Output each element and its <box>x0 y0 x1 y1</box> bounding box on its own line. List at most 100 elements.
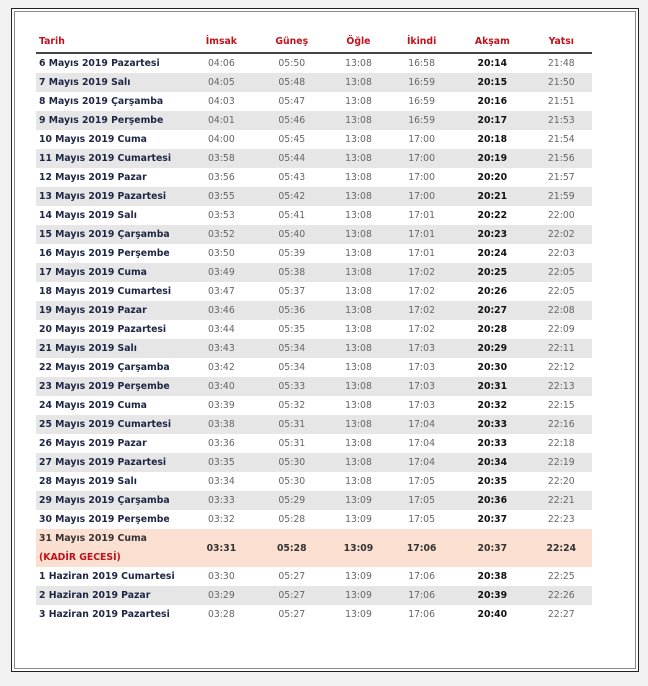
yatsi-cell: 22:18 <box>547 438 575 449</box>
ogle-cell: 13:08 <box>327 263 390 282</box>
aksam-cell: 20:19 <box>454 149 531 168</box>
ikindi-cell: 17:02 <box>389 301 455 320</box>
gunes-cell: 05:45 <box>278 134 306 145</box>
imsak-cell: 03:31 <box>187 529 256 567</box>
gunes-cell: 05:42 <box>255 187 328 206</box>
date-cell: 23 Mayıs 2019 Perşembe <box>36 377 187 396</box>
aksam-cell: 20:34 <box>454 453 531 472</box>
table-row: 29 Mayıs 2019 Çarşamba 03:33 05:29 13:09 17:… <box>36 491 592 510</box>
gunes-cell: 05:40 <box>255 225 328 244</box>
table-row: 8 Mayıs 2019 Çarşamba 04:03 05:47 13:08 16:5… <box>36 92 592 111</box>
ogle-cell: 13:08 <box>345 362 372 373</box>
table-row: 14 Mayıs 2019 Salı 03:53 05:41 13:08 17:01 20… <box>36 206 592 225</box>
yatsi-cell: 21:57 <box>547 172 575 183</box>
table-row: 15 Mayıs 2019 Çarşamba 03:52 05:40 13:08 17:… <box>36 225 592 244</box>
table-row: 7 Mayıs 2019 Salı 04:05 05:48 13:08 16:59 20:… <box>36 73 592 92</box>
ogle-cell: 13:08 <box>345 58 372 69</box>
ikindi-cell: 17:06 <box>389 529 455 567</box>
gunes-cell: 05:48 <box>255 73 328 92</box>
date-text: 31 Mayıs 2019 Cuma <box>39 533 147 544</box>
ikindi-cell: 17:02 <box>389 263 455 282</box>
gunes-cell: 05:27 <box>255 586 328 605</box>
date-cell: 8 Mayıs 2019 Çarşamba <box>39 96 164 107</box>
aksam-cell: 20:31 <box>454 377 531 396</box>
aksam-cell: 20:29 <box>454 339 531 358</box>
yatsi-cell: 22:26 <box>530 586 592 605</box>
gunes-cell: 05:50 <box>278 58 306 69</box>
ikindi-cell: 17:04 <box>408 438 436 449</box>
ogle-cell: 13:08 <box>345 248 372 259</box>
col-gunes: Güneş <box>255 31 328 54</box>
col-imsak: İmsak <box>187 31 256 54</box>
gunes-cell: 05:34 <box>255 339 328 358</box>
yatsi-cell: 21:50 <box>530 73 592 92</box>
date-cell: 25 Mayıs 2019 Cumartesi <box>36 415 187 434</box>
imsak-cell: 03:28 <box>207 609 235 620</box>
yatsi-cell: 21:53 <box>530 111 592 130</box>
date-cell: 12 Mayıs 2019 Pazar <box>39 172 147 183</box>
ogle-cell: 13:08 <box>345 438 372 449</box>
yatsi-cell: 21:54 <box>547 134 575 145</box>
imsak-cell: 03:30 <box>207 571 235 582</box>
ogle-cell: 13:09 <box>345 609 372 620</box>
ikindi-cell: 17:03 <box>408 362 436 373</box>
imsak-cell: 03:46 <box>187 301 256 320</box>
aksam-cell: 20:28 <box>477 324 508 335</box>
ikindi-cell: 17:04 <box>389 415 455 434</box>
table-row: 26 Mayıs 2019 Pazar 03:36 05:31 13:08 17:04 2… <box>36 434 592 453</box>
ogle-cell: 13:08 <box>327 73 390 92</box>
aksam-cell: 20:25 <box>454 263 531 282</box>
aksam-cell: 20:24 <box>477 248 508 259</box>
ikindi-cell: 17:02 <box>408 286 436 297</box>
imsak-cell: 03:42 <box>207 362 235 373</box>
ogle-cell: 13:08 <box>327 149 390 168</box>
ikindi-cell: 17:00 <box>408 134 436 145</box>
imsak-cell: 03:34 <box>207 476 235 487</box>
yatsi-cell: 22:23 <box>547 514 575 525</box>
date-cell: 9 Mayıs 2019 Perşembe <box>36 111 187 130</box>
ikindi-cell: 17:00 <box>389 187 455 206</box>
date-cell: 20 Mayıs 2019 Pazartesi <box>39 324 167 335</box>
ikindi-cell: 16:59 <box>389 111 455 130</box>
imsak-cell: 03:44 <box>207 324 235 335</box>
imsak-cell: 03:38 <box>187 415 256 434</box>
table-row: 20 Mayıs 2019 Pazartesi 03:44 05:35 13:08 17… <box>36 320 592 339</box>
ogle-cell: 13:08 <box>345 96 372 107</box>
imsak-cell: 04:01 <box>187 111 256 130</box>
gunes-cell: 05:27 <box>278 609 306 620</box>
gunes-cell: 05:28 <box>278 514 306 525</box>
ogle-cell: 13:09 <box>327 586 390 605</box>
date-cell: 16 Mayıs 2019 Perşembe <box>39 248 170 259</box>
ogle-cell: 13:09 <box>345 571 372 582</box>
aksam-cell: 20:40 <box>477 609 508 620</box>
ikindi-cell: 16:59 <box>389 73 455 92</box>
ikindi-cell: 17:02 <box>408 324 436 335</box>
ogle-cell: 13:08 <box>327 415 390 434</box>
table-row: 31 Mayıs 2019 Cuma (KADİR GECESİ) 03:31 05:… <box>36 529 592 567</box>
yatsi-cell: 21:51 <box>547 96 575 107</box>
ogle-cell: 13:08 <box>327 187 390 206</box>
yatsi-cell: 22:16 <box>530 415 592 434</box>
table-row: 3 Haziran 2019 Pazartesi 03:28 05:27 13:09 1… <box>36 605 592 624</box>
date-cell: 11 Mayıs 2019 Cumartesi <box>36 149 187 168</box>
date-cell: 13 Mayıs 2019 Pazartesi <box>36 187 187 206</box>
aksam-cell: 20:26 <box>477 286 508 297</box>
col-aksam: Akşam <box>454 31 531 54</box>
aksam-cell: 20:16 <box>477 96 508 107</box>
date-cell: 2 Haziran 2019 Pazar <box>36 586 187 605</box>
date-cell: 7 Mayıs 2019 Salı <box>36 73 187 92</box>
table-row: 10 Mayıs 2019 Cuma 04:00 05:45 13:08 17:00 20… <box>36 130 592 149</box>
aksam-cell: 20:33 <box>477 438 508 449</box>
imsak-cell: 03:36 <box>207 438 235 449</box>
table-row: 18 Mayıs 2019 Cumartesi 03:47 05:37 13:08 17… <box>36 282 592 301</box>
ogle-cell: 13:09 <box>327 491 390 510</box>
ikindi-cell: 17:06 <box>408 609 436 620</box>
yatsi-cell: 22:24 <box>530 529 592 567</box>
table-header: Tarih İmsak Güneş Öğle İkindi Akşam Yats… <box>36 31 592 54</box>
imsak-cell: 03:47 <box>207 286 235 297</box>
date-cell: 1 Haziran 2019 Cumartesi <box>39 571 175 582</box>
yatsi-cell: 22:02 <box>530 225 592 244</box>
ogle-cell: 13:08 <box>345 210 372 221</box>
aksam-cell: 20:32 <box>477 400 508 411</box>
table-row: 21 Mayıs 2019 Salı 03:43 05:34 13:08 17:03 20… <box>36 339 592 358</box>
